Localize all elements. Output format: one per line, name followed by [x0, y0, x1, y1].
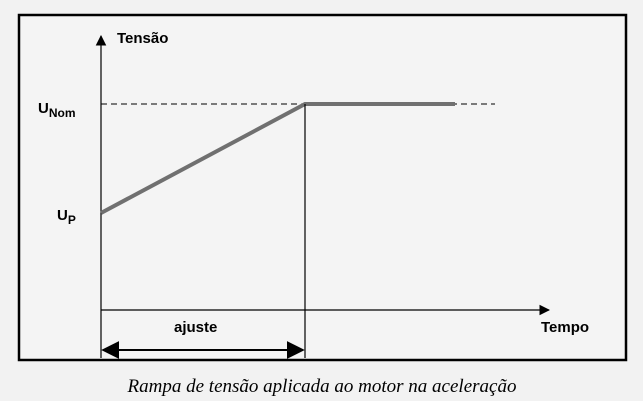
u-p-label: UP	[57, 207, 76, 227]
x-axis-label: Tempo	[541, 319, 589, 336]
u-p-sub: P	[68, 213, 76, 227]
caption: Rampa de tensão aplicada ao motor na ace…	[127, 376, 517, 397]
interval-label: ajuste	[174, 319, 217, 336]
u-nom-sub: Nom	[49, 106, 76, 120]
y-axis-label: Tensão	[117, 30, 168, 47]
u-p-main: U	[57, 207, 68, 224]
u-nom-label: UNom	[38, 100, 76, 120]
u-nom-main: U	[38, 100, 49, 117]
frame	[17, 13, 628, 362]
